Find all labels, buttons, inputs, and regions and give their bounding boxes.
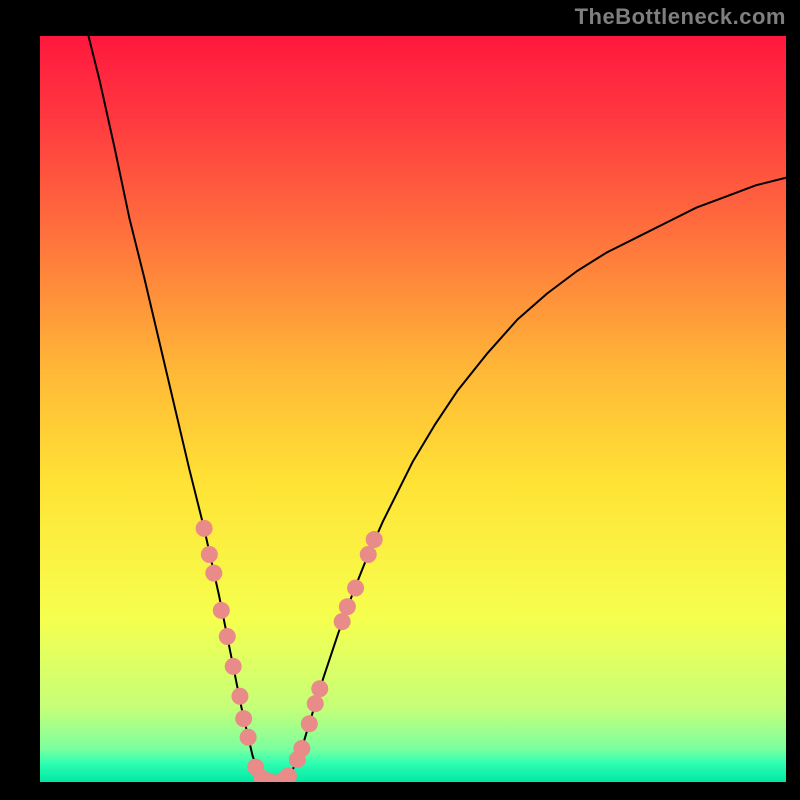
marker-point <box>360 546 377 563</box>
marker-point <box>201 546 218 563</box>
marker-point <box>334 613 351 630</box>
marker-point <box>301 715 318 732</box>
chart-svg <box>40 36 786 782</box>
marker-point <box>231 688 248 705</box>
marker-point <box>196 520 213 537</box>
marker-point <box>347 580 364 597</box>
marker-point <box>339 598 356 615</box>
marker-point <box>366 531 383 548</box>
marker-point <box>311 680 328 697</box>
marker-point <box>219 628 236 645</box>
watermark-text: TheBottleneck.com <box>575 4 786 30</box>
plot-area <box>40 36 786 782</box>
marker-point <box>205 565 222 582</box>
marker-point <box>213 602 230 619</box>
marker-point <box>307 695 324 712</box>
marker-point <box>235 710 252 727</box>
chart-background <box>40 36 786 782</box>
marker-point <box>293 740 310 757</box>
marker-point <box>225 658 242 675</box>
figure-frame: TheBottleneck.com <box>0 0 800 800</box>
marker-point <box>240 729 257 746</box>
